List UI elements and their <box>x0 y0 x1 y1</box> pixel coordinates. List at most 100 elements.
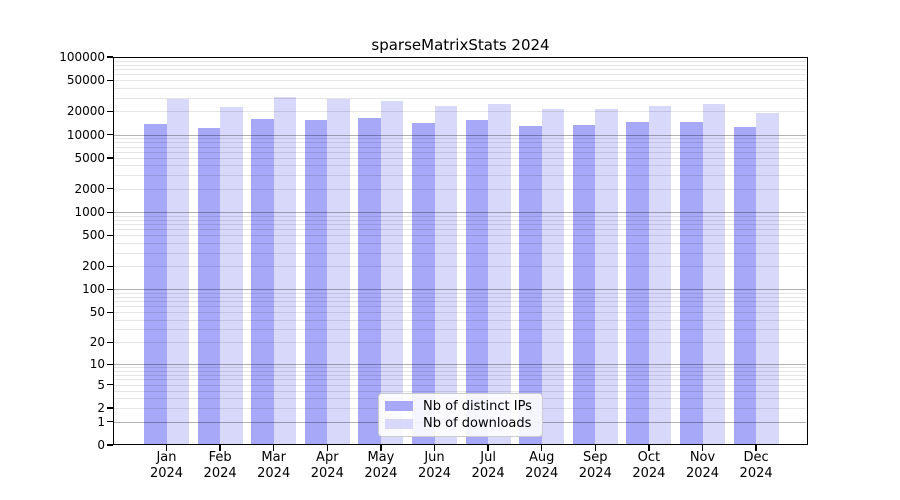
gridline-20 <box>114 342 806 344</box>
chart-title: sparseMatrixStats 2024 <box>371 36 550 54</box>
x-tick-label-aug: Aug 2024 <box>512 450 572 481</box>
y-tick-label-100: 100 <box>82 282 105 297</box>
x-tick-jul <box>487 445 489 451</box>
bar-downloads-feb <box>220 107 243 445</box>
x-tick-year-apr: 2024 <box>310 465 344 481</box>
gridline-1000 <box>114 212 806 214</box>
gridline-100 <box>114 289 806 291</box>
y-tick-label-50000: 50000 <box>66 73 105 88</box>
bar-downloads-jan <box>166 99 189 445</box>
gridline-30 <box>114 329 806 331</box>
y-tick-label-200: 200 <box>82 259 105 274</box>
x-tick-year-nov: 2024 <box>685 465 720 481</box>
bar-distinct-ips-mar <box>251 118 274 445</box>
gridline-90000 <box>114 60 806 62</box>
gridline-9 <box>114 367 806 369</box>
bar-distinct-ips-jun <box>412 123 435 445</box>
x-tick-label-may: May 2024 <box>351 450 411 481</box>
legend-item-distinct-ips: Nb of distinct IPs <box>385 399 534 414</box>
x-tick-year-oct: 2024 <box>632 465 666 481</box>
x-tick-month-nov: Nov <box>689 450 716 465</box>
gridline-6000 <box>114 151 806 153</box>
y-tick-100 <box>106 288 113 291</box>
x-tick-year-aug: 2024 <box>525 465 559 481</box>
x-tick-month-jul: Jul <box>480 450 496 465</box>
gridline-40 <box>114 319 806 321</box>
gridline-3000 <box>114 175 806 177</box>
bar-downloads-nov <box>702 103 725 445</box>
x-tick-month-mar: Mar <box>261 450 286 465</box>
gridline-5 <box>114 384 806 386</box>
bar-distinct-ips-jul <box>465 120 489 445</box>
y-tick-2 <box>106 407 113 409</box>
x-tick-feb <box>219 445 221 451</box>
gridline-2000 <box>114 188 806 190</box>
bar-distinct-ips-feb <box>197 127 221 445</box>
bar-distinct-ips-sep <box>572 124 596 445</box>
x-tick-label-mar: Mar 2024 <box>244 450 304 481</box>
y-tick-label-20000: 20000 <box>66 104 105 119</box>
x-tick-label-oct: Oct 2024 <box>619 450 679 481</box>
x-tick-nov <box>701 445 704 451</box>
y-tick-10000 <box>106 133 113 136</box>
gridline-900 <box>114 215 806 217</box>
gridline-50 <box>114 312 806 314</box>
bar-distinct-ips-aug <box>519 125 542 445</box>
y-tick-1 <box>106 420 113 423</box>
y-tick-5000 <box>106 157 113 159</box>
bar-downloads-dec <box>756 112 779 445</box>
bar-downloads-sep <box>595 108 618 445</box>
x-tick-mar <box>273 445 275 451</box>
y-tick-label-50: 50 <box>89 305 105 320</box>
bar-downloads-jun <box>434 106 457 445</box>
y-tick-20 <box>106 341 113 344</box>
gridline-300 <box>114 252 806 254</box>
x-tick-month-feb: Feb <box>208 450 232 465</box>
bar-distinct-ips-jan <box>144 123 167 445</box>
x-tick-label-sep: Sep 2024 <box>565 450 625 481</box>
gridline-10 <box>114 364 806 366</box>
y-tick-label-500: 500 <box>82 228 105 243</box>
gridline-10000 <box>114 134 806 136</box>
x-tick-year-sep: 2024 <box>578 465 612 481</box>
gridline-50000 <box>114 80 806 82</box>
x-tick-year-jul: 2024 <box>471 465 505 481</box>
legend-label-distinct-ips: Nb of distinct IPs <box>423 398 532 414</box>
gridline-600 <box>114 229 806 231</box>
gridline-80 <box>114 296 806 298</box>
bar-distinct-ips-dec <box>733 127 757 445</box>
x-tick-year-may: 2024 <box>364 465 398 481</box>
gridline-70 <box>114 301 806 303</box>
x-tick-aug <box>541 445 543 451</box>
y-tick-label-2000: 2000 <box>74 181 105 196</box>
y-tick-20000 <box>106 110 113 112</box>
x-tick-jan <box>165 445 168 451</box>
y-tick-label-10000: 10000 <box>66 127 105 142</box>
gridline-70000 <box>114 69 806 71</box>
x-tick-sep <box>594 445 596 451</box>
bar-downloads-mar <box>273 96 297 445</box>
x-tick-month-aug: Aug <box>528 450 555 465</box>
y-tick-500 <box>106 234 113 237</box>
y-tick-50 <box>106 311 113 314</box>
x-tick-label-jun: Jun 2024 <box>405 450 465 481</box>
gridline-6 <box>114 379 806 381</box>
y-tick-50000 <box>106 79 113 81</box>
gridline-200 <box>114 266 806 268</box>
y-tick-label-0: 0 <box>97 438 105 452</box>
y-tick-label-1000: 1000 <box>74 205 105 220</box>
x-tick-oct <box>648 445 650 451</box>
y-tick-200 <box>106 265 113 267</box>
y-tick-label-5000: 5000 <box>74 150 105 165</box>
bar-downloads-aug <box>541 109 565 445</box>
legend-label-downloads: Nb of downloads <box>423 416 532 432</box>
x-tick-may <box>380 445 382 451</box>
x-tick-year-jan: 2024 <box>149 465 184 481</box>
y-tick-label-5: 5 <box>97 377 105 392</box>
gridline-7 <box>114 374 806 376</box>
gridline-4000 <box>114 165 806 167</box>
legend-swatch-downloads <box>385 418 413 429</box>
x-tick-month-jun: Jun <box>424 450 445 465</box>
gridline-20000 <box>114 111 806 113</box>
